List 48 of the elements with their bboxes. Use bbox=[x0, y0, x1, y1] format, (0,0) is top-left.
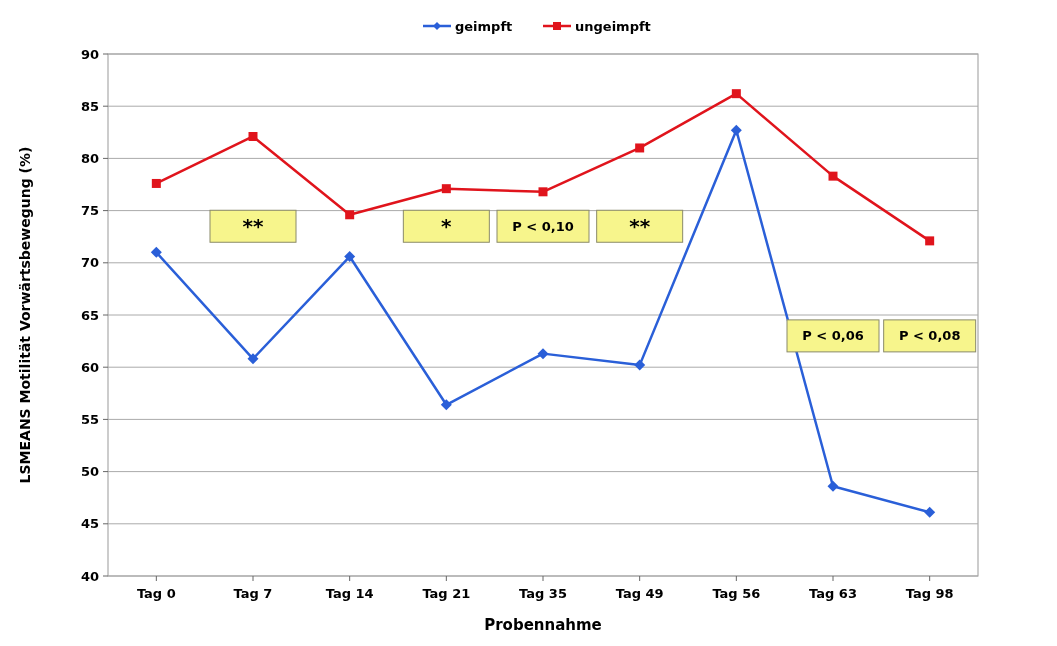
point bbox=[150, 246, 162, 258]
x-tick-label: Tag 56 bbox=[712, 586, 761, 601]
point bbox=[827, 480, 839, 492]
y-tick-label: 70 bbox=[80, 255, 99, 271]
point bbox=[247, 353, 259, 365]
x-tick-label: Tag 49 bbox=[615, 586, 664, 601]
point bbox=[730, 124, 742, 136]
x-tick-label: Tag 0 bbox=[136, 586, 176, 601]
annotation: P < 0,08 bbox=[898, 328, 961, 344]
y-axis-title: LSMEANS Motilität Vorwärtsbewegung (%) bbox=[17, 146, 33, 484]
y-tick-label: 50 bbox=[80, 464, 99, 480]
annotation: P < 0,10 bbox=[512, 218, 574, 234]
y-tick-label: 90 bbox=[80, 46, 99, 62]
point bbox=[344, 251, 356, 263]
annotation: ** bbox=[242, 214, 264, 239]
legend-label: geimpft bbox=[455, 18, 513, 34]
point bbox=[634, 359, 646, 371]
point bbox=[925, 236, 935, 246]
annotation: ** bbox=[629, 214, 651, 239]
x-tick-label: Tag 35 bbox=[519, 586, 567, 601]
y-tick-label: 55 bbox=[80, 411, 99, 427]
y-tick-label: 40 bbox=[80, 568, 99, 584]
legend-label: ungeimpft bbox=[575, 18, 651, 34]
y-tick-label: 80 bbox=[80, 150, 99, 166]
x-tick-label: Tag 14 bbox=[325, 586, 374, 601]
annotation: P < 0,06 bbox=[802, 328, 864, 344]
point bbox=[440, 399, 452, 411]
y-tick-label: 60 bbox=[80, 359, 99, 375]
x-tick-label: Tag 98 bbox=[905, 586, 954, 601]
point bbox=[828, 171, 838, 181]
point bbox=[248, 131, 258, 141]
point bbox=[924, 506, 936, 518]
y-tick-label: 75 bbox=[80, 203, 99, 219]
annotation: * bbox=[441, 214, 453, 239]
y-tick-label: 65 bbox=[80, 307, 99, 323]
x-axis-title: Probennahme bbox=[484, 616, 602, 634]
point bbox=[731, 89, 741, 99]
x-tick-label: Tag 63 bbox=[809, 586, 857, 601]
point bbox=[538, 187, 548, 197]
point bbox=[537, 348, 549, 360]
x-tick-label: Tag 21 bbox=[422, 586, 471, 601]
point bbox=[345, 210, 355, 220]
point bbox=[635, 143, 645, 153]
x-tick-label: Tag 7 bbox=[233, 586, 273, 601]
y-tick-label: 85 bbox=[80, 98, 99, 114]
point bbox=[441, 184, 451, 194]
y-tick-label: 45 bbox=[80, 516, 99, 532]
point bbox=[151, 178, 161, 188]
